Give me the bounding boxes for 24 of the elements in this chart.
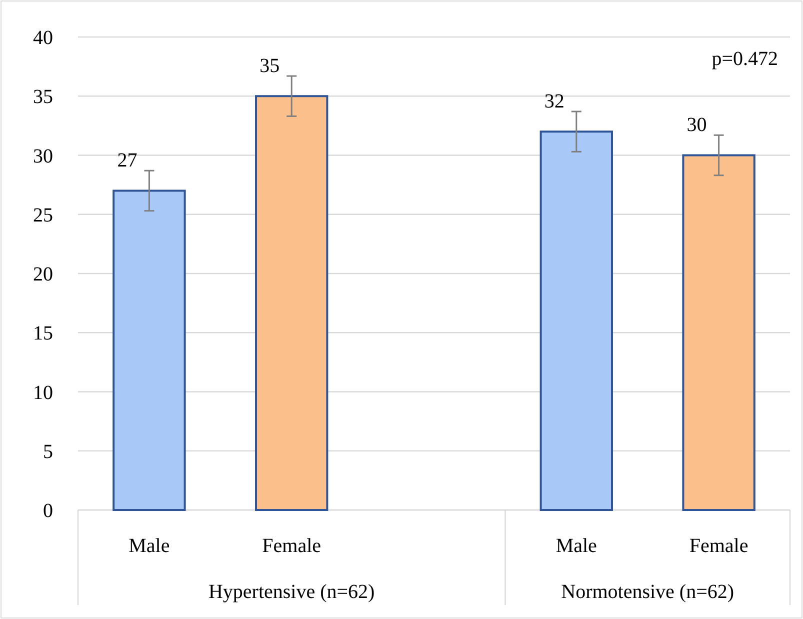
y-tick-label: 15 bbox=[33, 322, 53, 345]
y-tick-label: 40 bbox=[33, 27, 53, 49]
bar bbox=[682, 154, 756, 511]
bar bbox=[255, 95, 328, 511]
x-tick-label: Female bbox=[262, 535, 322, 557]
y-tick-label: 0 bbox=[43, 500, 53, 522]
data-label: 27 bbox=[117, 150, 138, 172]
y-tick-label: 30 bbox=[33, 145, 53, 168]
data-label: 32 bbox=[544, 90, 564, 112]
x-tick-label: Male bbox=[128, 535, 170, 557]
y-tick-label: 20 bbox=[33, 264, 53, 286]
y-tick-label: 35 bbox=[33, 86, 53, 108]
text: Hypertensive (n=62) bbox=[208, 581, 375, 603]
y-tick-label: 10 bbox=[33, 382, 53, 404]
text: Normotensive (n=62) bbox=[561, 581, 734, 603]
annotation: p=0.472 bbox=[712, 48, 778, 70]
data-label: 35 bbox=[260, 55, 280, 78]
y-tick-label: 5 bbox=[43, 440, 53, 463]
y-tick-label: 25 bbox=[33, 204, 53, 226]
bar bbox=[112, 190, 186, 511]
x-tick-label: Female bbox=[689, 535, 748, 557]
bar bbox=[540, 130, 613, 511]
x-tick-label: Male bbox=[556, 535, 598, 557]
data-label: 30 bbox=[686, 114, 707, 136]
